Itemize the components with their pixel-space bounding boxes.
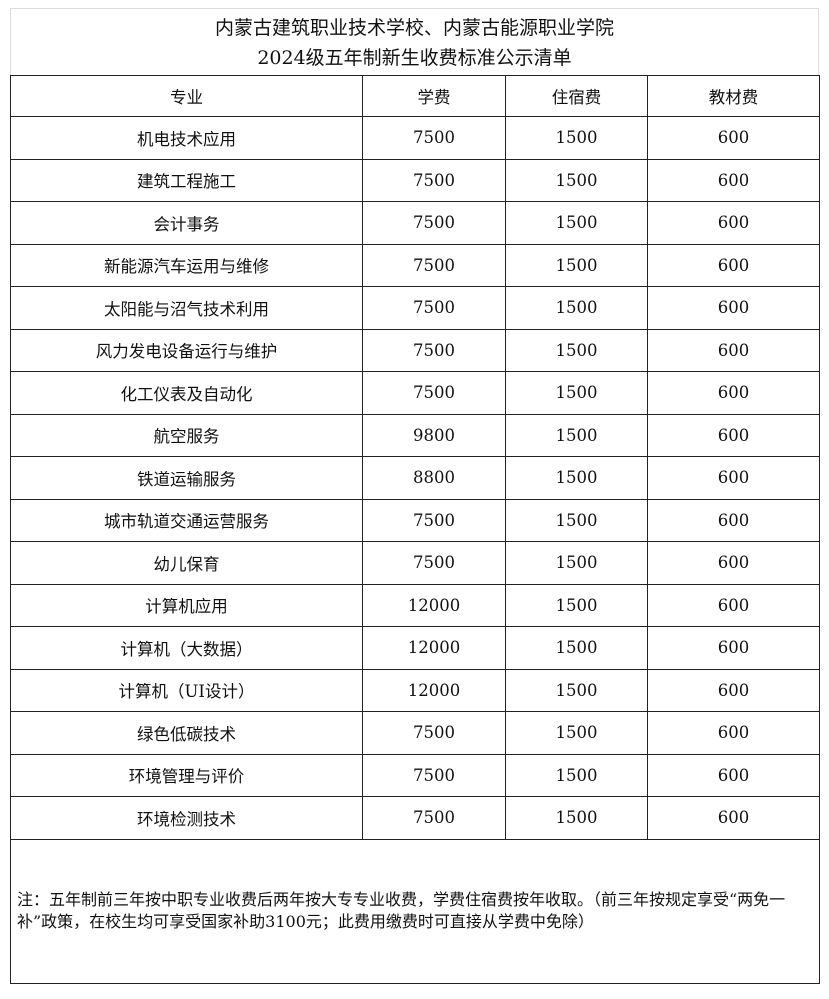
- accommodation-cell: 1500: [505, 498, 648, 542]
- table-row: 计算机（UI设计） 12000 1500 600: [10, 668, 820, 712]
- accommodation-cell: 1500: [505, 116, 648, 160]
- tuition-cell: 7500: [362, 498, 506, 542]
- document-title: 内蒙古建筑职业技术学校、内蒙古能源职业学院 2024级五年制新生收费标准公示清单: [10, 8, 819, 75]
- accommodation-cell: 1500: [505, 626, 648, 670]
- accommodation-cell: 1500: [505, 711, 648, 755]
- table-row: 航空服务 9800 1500 600: [10, 413, 820, 457]
- major-cell: 计算机应用: [10, 583, 363, 627]
- table-row: 计算机（大数据） 12000 1500 600: [10, 626, 820, 670]
- major-cell: 航空服务: [10, 413, 363, 457]
- tuition-cell: 7500: [362, 796, 506, 840]
- tuition-cell: 9800: [362, 413, 506, 457]
- textbook-cell: 600: [647, 796, 820, 840]
- major-cell: 太阳能与沼气技术利用: [10, 286, 363, 330]
- accommodation-cell: 1500: [505, 158, 648, 202]
- major-cell: 机电技术应用: [10, 116, 363, 160]
- textbook-cell: 600: [647, 456, 820, 500]
- note-row: 注：五年制前三年按中职专业收费后两年按大专专业收费，学费住宿费按年收取。（前三年…: [10, 838, 820, 984]
- accommodation-cell: 1500: [505, 541, 648, 585]
- title-line-2: 2024级五年制新生收费标准公示清单: [257, 47, 572, 69]
- accommodation-cell: 1500: [505, 583, 648, 627]
- table-row: 风力发电设备运行与维护 7500 1500 600: [10, 328, 820, 372]
- major-cell: 会计事务: [10, 201, 363, 245]
- tuition-cell: 7500: [362, 711, 506, 755]
- accommodation-cell: 1500: [505, 668, 648, 712]
- header-textbook: 教材费: [647, 75, 820, 117]
- accommodation-cell: 1500: [505, 243, 648, 287]
- accommodation-cell: 1500: [505, 201, 648, 245]
- header-tuition: 学费: [362, 75, 506, 117]
- header-major: 专业: [10, 75, 363, 117]
- textbook-cell: 600: [647, 413, 820, 457]
- tuition-cell: 12000: [362, 668, 506, 712]
- major-cell: 环境管理与评价: [10, 753, 363, 797]
- accommodation-cell: 1500: [505, 413, 648, 457]
- table-row: 建筑工程施工 7500 1500 600: [10, 158, 820, 202]
- table-row: 铁道运输服务 8800 1500 600: [10, 456, 820, 500]
- major-cell: 建筑工程施工: [10, 158, 363, 202]
- major-cell: 计算机（UI设计）: [10, 668, 363, 712]
- tuition-cell: 7500: [362, 158, 506, 202]
- major-cell: 风力发电设备运行与维护: [10, 328, 363, 372]
- major-cell: 化工仪表及自动化: [10, 371, 363, 415]
- tuition-cell: 7500: [362, 753, 506, 797]
- header-accommodation: 住宿费: [505, 75, 648, 117]
- table-row: 化工仪表及自动化 7500 1500 600: [10, 371, 820, 415]
- accommodation-cell: 1500: [505, 456, 648, 500]
- textbook-cell: 600: [647, 158, 820, 202]
- fee-table: 专业 学费 住宿费 教材费 机电技术应用 7500 1500 600 建筑工程施工 750…: [10, 75, 820, 984]
- accommodation-cell: 1500: [505, 371, 648, 415]
- textbook-cell: 600: [647, 583, 820, 627]
- textbook-cell: 600: [647, 498, 820, 542]
- title-line-1: 内蒙古建筑职业技术学校、内蒙古能源职业学院: [214, 17, 614, 39]
- table-row: 太阳能与沼气技术利用 7500 1500 600: [10, 286, 820, 330]
- table-row: 新能源汽车运用与维修 7500 1500 600: [10, 243, 820, 287]
- tuition-cell: 12000: [362, 583, 506, 627]
- major-cell: 绿色低碳技术: [10, 711, 363, 755]
- tuition-cell: 7500: [362, 286, 506, 330]
- textbook-cell: 600: [647, 668, 820, 712]
- textbook-cell: 600: [647, 286, 820, 330]
- major-cell: 新能源汽车运用与维修: [10, 243, 363, 287]
- tuition-cell: 7500: [362, 371, 506, 415]
- accommodation-cell: 1500: [505, 286, 648, 330]
- accommodation-cell: 1500: [505, 753, 648, 797]
- fee-sheet: 内蒙古建筑职业技术学校、内蒙古能源职业学院 2024级五年制新生收费标准公示清单…: [10, 8, 820, 984]
- textbook-cell: 600: [647, 116, 820, 160]
- tuition-cell: 7500: [362, 328, 506, 372]
- major-cell: 铁道运输服务: [10, 456, 363, 500]
- accommodation-cell: 1500: [505, 796, 648, 840]
- table-row: 环境管理与评价 7500 1500 600: [10, 753, 820, 797]
- tuition-cell: 12000: [362, 626, 506, 670]
- tuition-cell: 7500: [362, 201, 506, 245]
- tuition-cell: 7500: [362, 541, 506, 585]
- note-text: 注：五年制前三年按中职专业收费后两年按大专专业收费，学费住宿费按年收取。（前三年…: [10, 838, 820, 984]
- textbook-cell: 600: [647, 243, 820, 287]
- tuition-cell: 7500: [362, 116, 506, 160]
- textbook-cell: 600: [647, 626, 820, 670]
- table-row: 会计事务 7500 1500 600: [10, 201, 820, 245]
- textbook-cell: 600: [647, 371, 820, 415]
- accommodation-cell: 1500: [505, 328, 648, 372]
- table-row: 环境检测技术 7500 1500 600: [10, 796, 820, 840]
- major-cell: 幼儿保育: [10, 541, 363, 585]
- tuition-cell: 7500: [362, 243, 506, 287]
- table-row: 计算机应用 12000 1500 600: [10, 583, 820, 627]
- table-row: 幼儿保育 7500 1500 600: [10, 541, 820, 585]
- textbook-cell: 600: [647, 541, 820, 585]
- table-header-row: 专业 学费 住宿费 教材费: [10, 75, 820, 117]
- textbook-cell: 600: [647, 201, 820, 245]
- major-cell: 城市轨道交通运营服务: [10, 498, 363, 542]
- tuition-cell: 8800: [362, 456, 506, 500]
- textbook-cell: 600: [647, 711, 820, 755]
- table-row: 绿色低碳技术 7500 1500 600: [10, 711, 820, 755]
- table-row: 城市轨道交通运营服务 7500 1500 600: [10, 498, 820, 542]
- textbook-cell: 600: [647, 328, 820, 372]
- major-cell: 计算机（大数据）: [10, 626, 363, 670]
- textbook-cell: 600: [647, 753, 820, 797]
- major-cell: 环境检测技术: [10, 796, 363, 840]
- table-row: 机电技术应用 7500 1500 600: [10, 116, 820, 160]
